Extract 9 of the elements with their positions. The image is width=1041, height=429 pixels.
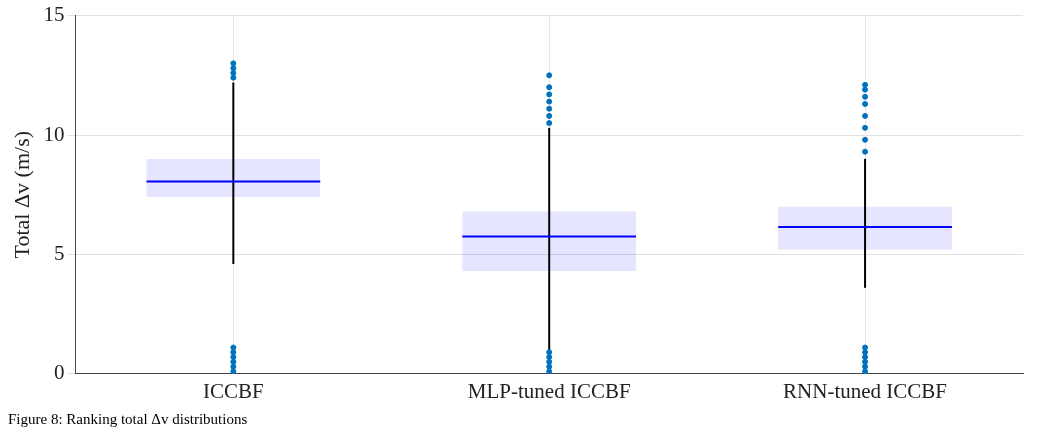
x-tick-label: ICCBF (202, 378, 264, 403)
x-tick-label: MLP-tuned ICCBF (467, 378, 631, 403)
caption: Figure 8: Ranking total Δv distributions (8, 411, 248, 428)
y-tick-label: 0 (53, 360, 65, 385)
y-tick-label: 15 (43, 2, 65, 27)
x-tick-label: RNN-tuned ICCBF (783, 378, 948, 403)
y-tick-label: 10 (43, 121, 65, 146)
y-tick-label: 5 (53, 240, 65, 265)
y-axis-title: Total Δv (m/s) (8, 130, 34, 259)
